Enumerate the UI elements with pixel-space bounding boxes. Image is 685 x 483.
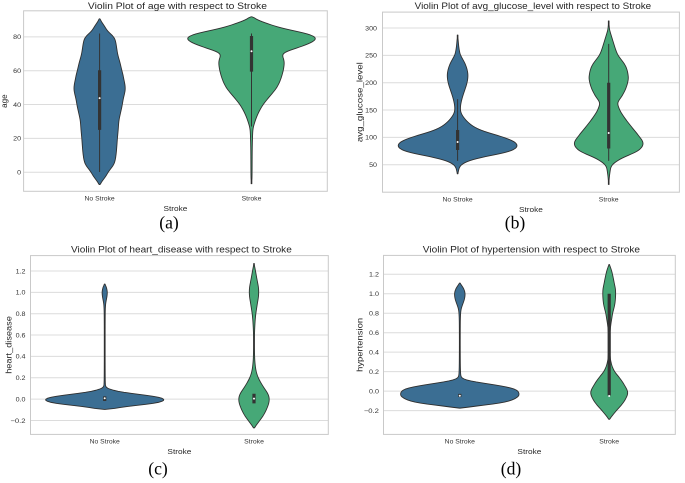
svg-text:Stroke: Stroke <box>517 447 541 456</box>
svg-text:0.6: 0.6 <box>369 330 380 337</box>
svg-text:0.2: 0.2 <box>16 375 27 382</box>
svg-text:age: age <box>0 94 9 108</box>
svg-text:−0.2: −0.2 <box>10 418 26 425</box>
svg-text:Stroke: Stroke <box>167 447 191 456</box>
svg-text:heart_disease: heart_disease <box>4 316 13 374</box>
svg-text:200: 200 <box>365 80 377 87</box>
svg-text:0.4: 0.4 <box>16 354 27 361</box>
svg-text:Violin Plot of avg_glucose_lev: Violin Plot of avg_glucose_level with re… <box>415 1 652 11</box>
svg-text:Stroke: Stroke <box>519 205 543 214</box>
svg-text:0.0: 0.0 <box>16 396 27 403</box>
svg-text:80: 80 <box>13 34 22 41</box>
svg-text:Stroke: Stroke <box>242 196 262 203</box>
svg-text:100: 100 <box>365 135 377 142</box>
svg-text:Stroke: Stroke <box>599 439 619 446</box>
svg-text:avg_glucose_level: avg_glucose_level <box>355 62 364 142</box>
svg-text:No Stroke: No Stroke <box>443 196 474 203</box>
svg-text:150: 150 <box>365 107 377 114</box>
svg-text:20: 20 <box>13 136 22 143</box>
svg-text:0.0: 0.0 <box>369 388 380 395</box>
svg-text:1.0: 1.0 <box>369 291 380 298</box>
svg-text:50: 50 <box>369 162 378 169</box>
svg-text:250: 250 <box>365 53 377 60</box>
svg-text:Violin Plot of age with respec: Violin Plot of age with respect to Strok… <box>88 1 267 11</box>
svg-text:300: 300 <box>365 25 377 32</box>
svg-text:No Stroke: No Stroke <box>90 439 121 446</box>
svg-text:−0.2: −0.2 <box>364 408 380 415</box>
svg-text:0.8: 0.8 <box>16 311 27 318</box>
svg-text:Stroke: Stroke <box>599 196 619 203</box>
svg-text:0.8: 0.8 <box>369 311 380 318</box>
svg-text:60: 60 <box>13 68 22 75</box>
svg-text:Stroke: Stroke <box>244 439 264 446</box>
svg-text:Violin Plot of heart_disease w: Violin Plot of heart_disease with respec… <box>71 244 292 254</box>
svg-text:No Stroke: No Stroke <box>85 196 116 203</box>
svg-text:Violin Plot of hypertension wi: Violin Plot of hypertension with respect… <box>423 244 640 254</box>
svg-text:1.0: 1.0 <box>16 290 27 297</box>
svg-text:1.2: 1.2 <box>16 268 27 275</box>
svg-text:40: 40 <box>13 102 22 109</box>
svg-text:0.6: 0.6 <box>16 332 27 339</box>
svg-text:hypertension: hypertension <box>355 318 364 372</box>
svg-text:Stroke: Stroke <box>164 204 188 213</box>
svg-text:0.2: 0.2 <box>369 369 380 376</box>
svg-text:0.4: 0.4 <box>369 349 380 356</box>
svg-text:1.2: 1.2 <box>369 272 380 279</box>
svg-text:0: 0 <box>17 170 22 177</box>
svg-text:No Stroke: No Stroke <box>445 439 476 446</box>
